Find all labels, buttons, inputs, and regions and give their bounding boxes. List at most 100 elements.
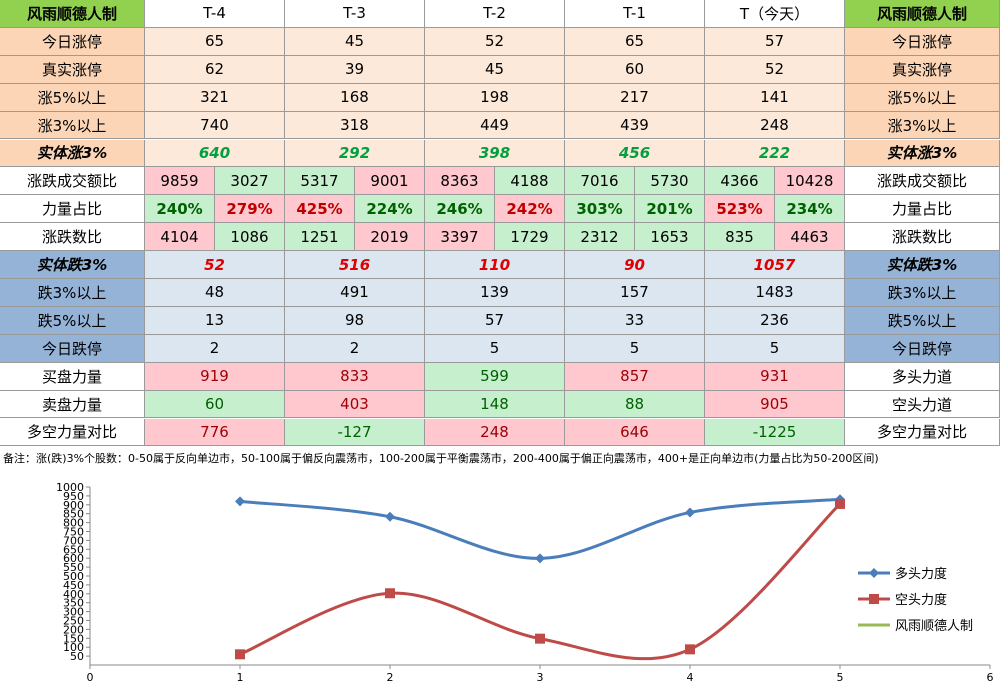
- value-cell: 1653: [635, 223, 705, 252]
- value-cell: 222: [705, 139, 845, 168]
- value-cell: 491: [285, 279, 425, 307]
- value-cell: 835: [705, 223, 775, 252]
- value-cell: 523%: [705, 195, 775, 224]
- row-label: 跌5%以上: [0, 306, 145, 335]
- value-cell: 234%: [775, 195, 845, 224]
- value-cell: 857: [565, 362, 705, 391]
- chart: 5010015020025030035040045050055060065070…: [56, 481, 994, 684]
- row-label: 今日跌停: [0, 334, 145, 363]
- point-marker: [535, 553, 545, 564]
- y-tick-label: 650: [63, 543, 84, 556]
- value-cell: 5: [425, 334, 565, 363]
- value-cell: 919: [145, 362, 285, 391]
- legend-label: 风雨顺德人制: [895, 619, 973, 634]
- value-cell: 168: [285, 83, 425, 112]
- value-cell: 60: [565, 55, 705, 84]
- header-cell: 风雨顺德人制: [845, 0, 1000, 28]
- note: 备注：涨(跌)3%个股数：0-50属于反向单边市，50-100属于偏反向震荡市，…: [3, 451, 879, 465]
- value-cell: 13: [145, 306, 285, 335]
- value-cell: 4463: [775, 223, 845, 252]
- value-cell: 3397: [425, 223, 495, 252]
- value-cell: 640: [145, 139, 285, 168]
- point-marker: [685, 644, 695, 655]
- row-label-right: 实体跌3%: [845, 251, 1000, 279]
- value-cell: 7016: [565, 167, 635, 196]
- row-label: 涨5%以上: [0, 83, 145, 112]
- point-marker: [835, 498, 845, 509]
- y-tick-label: 600: [63, 552, 84, 565]
- value-cell: 5: [705, 334, 845, 363]
- row-label-right: 涨跌数比: [845, 223, 1000, 252]
- row-label-right: 涨跌成交额比: [845, 167, 1000, 196]
- y-tick-label: 550: [63, 561, 84, 574]
- value-cell: 318: [285, 111, 425, 140]
- row-label: 涨跌数比: [0, 223, 145, 252]
- value-cell: 9859: [145, 167, 215, 196]
- value-cell: 98: [285, 306, 425, 335]
- y-tick-label: 300: [63, 606, 84, 619]
- y-tick-label: 450: [63, 579, 84, 592]
- x-tick-label: 5: [837, 671, 844, 684]
- point-marker: [535, 633, 545, 644]
- value-cell: 39: [285, 55, 425, 84]
- y-tick-label: 850: [63, 508, 84, 521]
- value-cell: 2312: [565, 223, 635, 252]
- value-cell: -127: [285, 418, 425, 447]
- y-tick-label: 750: [63, 526, 84, 539]
- value-cell: 398: [425, 139, 565, 168]
- value-cell: 4104: [145, 223, 215, 252]
- value-cell: 217: [565, 83, 705, 112]
- row-label-right: 今日涨停: [845, 27, 1000, 56]
- point-marker: [385, 588, 395, 599]
- value-cell: 5730: [635, 167, 705, 196]
- y-tick-label: 800: [63, 517, 84, 530]
- x-tick-label: 0: [87, 671, 94, 684]
- value-cell: 403: [285, 390, 425, 419]
- value-cell: 2: [285, 334, 425, 363]
- legend-label: 空头力度: [895, 592, 947, 608]
- value-cell: -1225: [705, 418, 845, 447]
- header-cell: T-4: [145, 0, 285, 28]
- value-cell: 439: [565, 111, 705, 140]
- row-label: 卖盘力量: [0, 390, 145, 419]
- x-tick-label: 1: [237, 671, 244, 684]
- value-cell: 646: [565, 418, 705, 447]
- value-cell: 4188: [495, 167, 565, 196]
- value-cell: 201%: [635, 195, 705, 224]
- row-label-right: 涨3%以上: [845, 111, 1000, 140]
- value-cell: 1057: [705, 251, 845, 279]
- series-line: [239, 497, 841, 560]
- row-label-right: 多空力量对比: [845, 418, 1000, 447]
- value-cell: 141: [705, 83, 845, 112]
- row-label: 真实涨停: [0, 55, 145, 84]
- y-tick-label: 250: [63, 615, 84, 628]
- value-cell: 2: [145, 334, 285, 363]
- header-cell: T（今天）: [705, 0, 845, 28]
- x-tick-label: 2: [387, 671, 394, 684]
- row-label-right: 今日跌停: [845, 334, 1000, 363]
- row-label: 力量占比: [0, 195, 145, 224]
- value-cell: 148: [425, 390, 565, 419]
- value-cell: 33: [565, 306, 705, 335]
- value-cell: 1086: [215, 223, 285, 252]
- y-tick-label: 500: [63, 570, 84, 583]
- row-label: 今日涨停: [0, 27, 145, 56]
- value-cell: 248: [705, 111, 845, 140]
- value-cell: 2019: [355, 223, 425, 252]
- row-label: 涨3%以上: [0, 111, 145, 140]
- y-tick-label: 350: [63, 597, 84, 610]
- point-marker: [235, 496, 245, 507]
- value-cell: 456: [565, 139, 705, 168]
- x-tick-label: 6: [987, 671, 994, 684]
- value-cell: 905: [705, 390, 845, 419]
- x-tick-label: 4: [687, 671, 694, 684]
- value-cell: 833: [285, 362, 425, 391]
- row-label-right: 多头力道: [845, 362, 1000, 391]
- row-label-right: 跌3%以上: [845, 279, 1000, 307]
- point-marker: [685, 507, 695, 518]
- point-marker: [385, 511, 395, 522]
- value-cell: 449: [425, 111, 565, 140]
- point-marker: [235, 649, 245, 660]
- header-cell: 风雨顺德人制: [0, 0, 145, 28]
